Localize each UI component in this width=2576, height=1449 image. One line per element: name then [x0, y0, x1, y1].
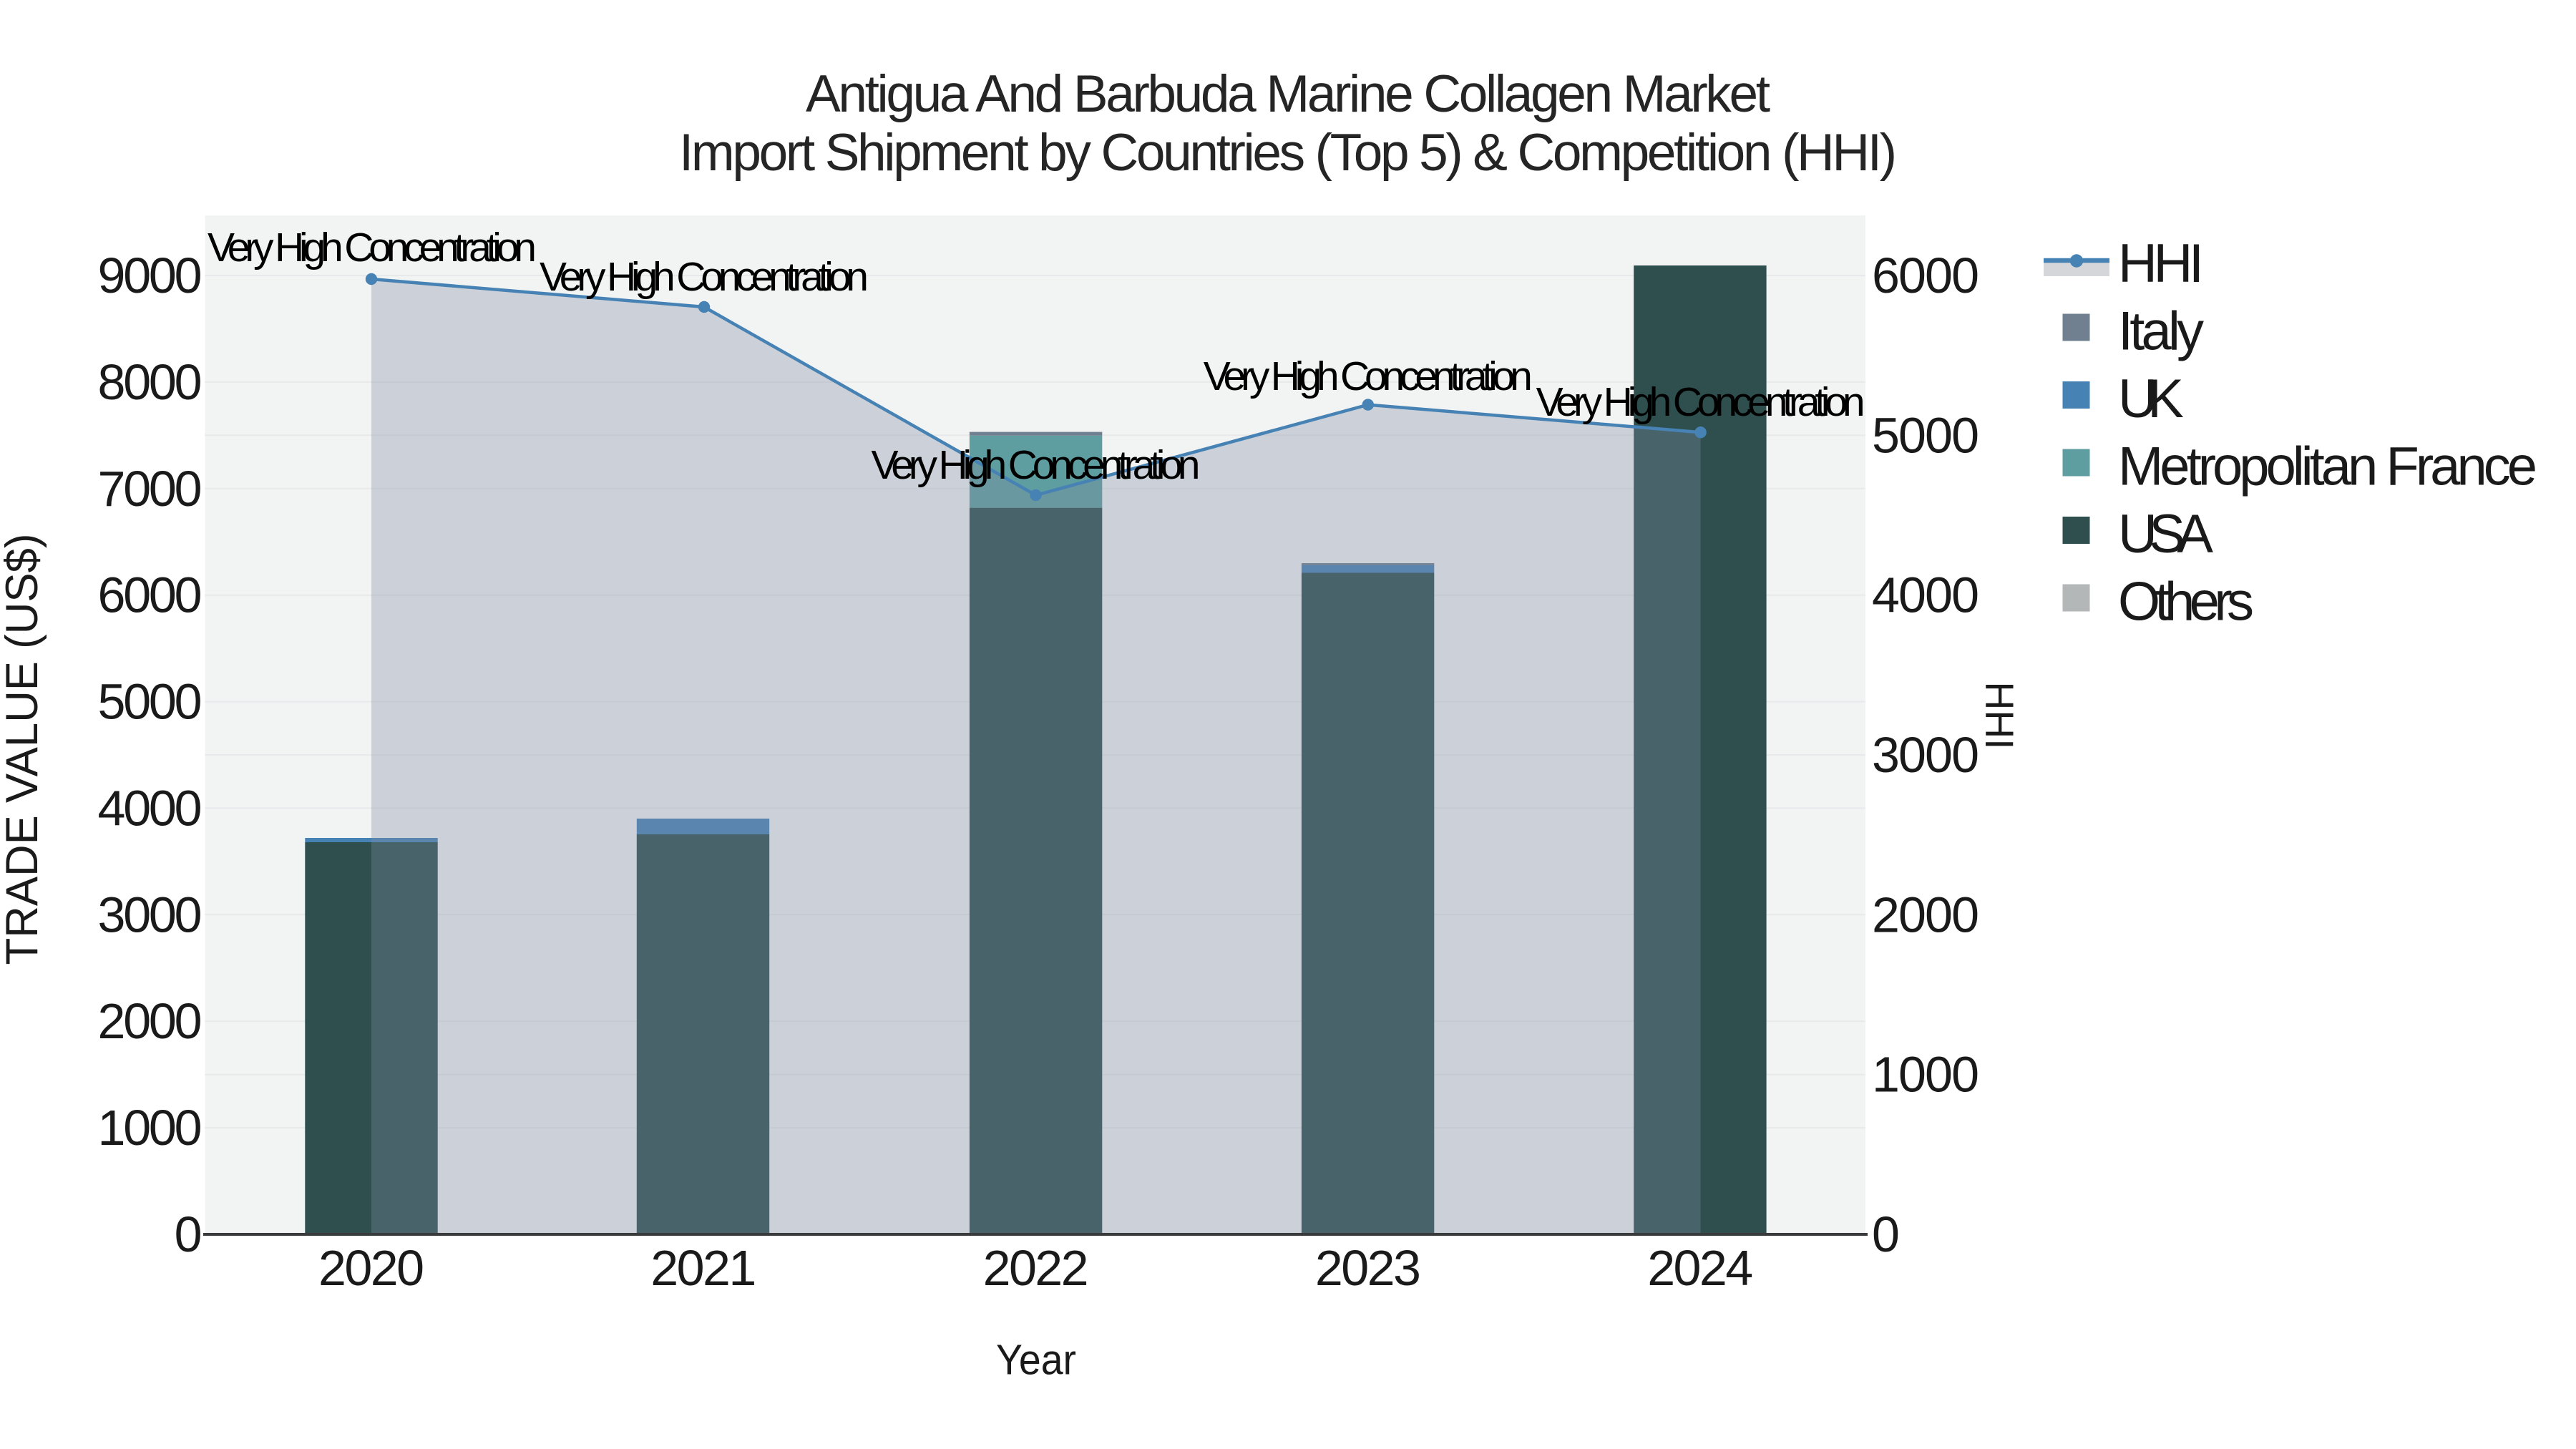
- svg-text:HHI: HHI: [1977, 682, 2022, 750]
- svg-text:HHI: HHI: [2118, 233, 2204, 294]
- svg-text:2023: 2023: [1315, 1240, 1421, 1296]
- svg-text:2000: 2000: [1872, 887, 1979, 942]
- svg-text:Import Shipment by Countries (: Import Shipment by Countries (Top 5) & C…: [679, 124, 1897, 182]
- svg-text:USA: USA: [2118, 504, 2213, 565]
- svg-text:Metropolitan France: Metropolitan France: [2118, 436, 2537, 497]
- svg-text:0: 0: [1872, 1206, 1900, 1262]
- svg-text:3000: 3000: [1872, 727, 1979, 783]
- svg-text:1000: 1000: [1872, 1047, 1979, 1103]
- svg-text:0: 0: [175, 1206, 203, 1262]
- svg-text:Very High Concentration: Very High Concentration: [208, 225, 537, 270]
- svg-text:Others: Others: [2118, 572, 2254, 633]
- svg-text:2020: 2020: [318, 1240, 424, 1296]
- svg-text:TRADE VALUE (US$): TRADE VALUE (US$): [0, 534, 47, 965]
- svg-text:1000: 1000: [98, 1100, 203, 1156]
- svg-text:8000: 8000: [98, 354, 203, 410]
- svg-text:Year: Year: [996, 1337, 1076, 1384]
- svg-text:5000: 5000: [1872, 407, 1979, 463]
- svg-text:2022: 2022: [983, 1240, 1089, 1296]
- svg-text:Very High Concentration: Very High Concentration: [872, 442, 1201, 488]
- svg-text:Very High Concentration: Very High Concentration: [540, 254, 869, 300]
- svg-text:2000: 2000: [98, 993, 203, 1049]
- svg-text:Italy: Italy: [2118, 301, 2204, 362]
- svg-text:2021: 2021: [650, 1240, 756, 1296]
- svg-text:6000: 6000: [98, 567, 203, 623]
- svg-text:6000: 6000: [1872, 248, 1979, 303]
- svg-text:9000: 9000: [98, 248, 203, 303]
- svg-text:7000: 7000: [98, 461, 203, 517]
- svg-text:3000: 3000: [98, 887, 203, 942]
- svg-text:4000: 4000: [1872, 567, 1979, 623]
- svg-text:UK: UK: [2118, 369, 2184, 429]
- svg-text:Very High Concentration: Very High Concentration: [1536, 379, 1865, 425]
- svg-text:4000: 4000: [98, 780, 203, 836]
- svg-text:Antigua And Barbuda Marine Col: Antigua And Barbuda Marine Collagen Mark…: [806, 65, 1770, 123]
- svg-text:2024: 2024: [1647, 1240, 1753, 1296]
- svg-text:5000: 5000: [98, 674, 203, 730]
- svg-text:Very High Concentration: Very High Concentration: [1204, 353, 1533, 399]
